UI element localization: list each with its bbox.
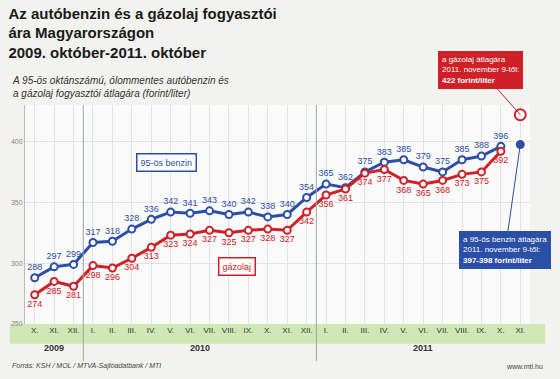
svg-text:350: 350 [11,199,23,206]
svg-text:VIII.: VIII. [222,326,236,335]
svg-text:328: 328 [260,233,275,243]
svg-text:285: 285 [47,286,62,296]
svg-text:318: 318 [105,226,120,236]
svg-text:I.: I. [324,326,328,335]
svg-text:IX.: IX. [243,326,253,335]
svg-text:V.: V. [167,326,174,335]
svg-text:Az autóbenzin és a gázolaj fog: Az autóbenzin és a gázolaj fogyasztóiára… [8,5,276,61]
svg-text:X.: X. [31,326,39,335]
svg-text:379: 379 [416,151,431,161]
svg-text:2010: 2010 [190,343,210,353]
svg-text:356: 356 [319,199,334,209]
svg-text:385: 385 [396,144,411,154]
svg-text:VI.: VI. [185,326,195,335]
svg-text:336: 336 [144,204,159,214]
svg-text:368: 368 [396,185,411,195]
svg-text:328: 328 [124,213,139,223]
svg-text:XII.: XII. [68,326,80,335]
svg-text:327: 327 [280,234,295,244]
svg-text:374: 374 [357,177,372,187]
svg-text:342: 342 [299,216,314,226]
svg-text:361: 361 [338,193,353,203]
svg-text:I.: I. [91,326,95,335]
svg-text:IV.: IV. [147,326,156,335]
svg-text:III.: III. [360,326,369,335]
svg-text:299: 299 [66,249,81,259]
svg-text:377: 377 [377,174,392,184]
svg-text:375: 375 [435,156,450,166]
svg-text:XI.: XI. [515,326,525,335]
svg-text:297: 297 [47,251,62,261]
svg-text:385: 385 [455,144,470,154]
svg-text:304: 304 [124,262,139,272]
svg-text:400: 400 [11,138,23,145]
svg-text:VI.: VI. [418,326,428,335]
svg-text:325: 325 [221,237,236,247]
svg-text:X.: X. [264,326,272,335]
svg-text:288: 288 [27,262,42,272]
svg-text:327: 327 [202,234,217,244]
svg-text:388: 388 [474,140,489,150]
svg-text:IX.: IX. [477,326,487,335]
svg-text:XI.: XI. [282,326,292,335]
svg-text:342: 342 [163,196,178,206]
svg-text:317: 317 [85,227,100,237]
svg-text:A 95-ös oktánszámú, ólommentes: A 95-ös oktánszámú, ólommentes autóbenzi… [12,75,229,99]
svg-text:365: 365 [319,168,334,178]
svg-text:365: 365 [416,188,431,198]
svg-text:368: 368 [435,185,450,195]
svg-text:XI.: XI. [49,326,59,335]
svg-text:375: 375 [357,156,372,166]
svg-text:327: 327 [241,234,256,244]
svg-text:313: 313 [144,251,159,261]
svg-text:354: 354 [299,182,314,192]
svg-text:X.: X. [497,326,505,335]
svg-text:392: 392 [493,155,508,165]
svg-text:VIII.: VIII. [455,326,469,335]
svg-text:a 95-ös benzin átlagára2011. n: a 95-ös benzin átlagára2011. november 9-… [463,235,547,265]
svg-text:V.: V. [400,326,407,335]
svg-text:296: 296 [105,272,120,282]
svg-text:XII.: XII. [301,326,313,335]
svg-text:343: 343 [202,195,217,205]
svg-text:gázolaj: gázolaj [223,262,252,272]
svg-text:274: 274 [27,299,42,309]
svg-text:298: 298 [85,270,100,280]
svg-text:2011: 2011 [413,343,433,353]
svg-text:383: 383 [377,147,392,157]
svg-text:III.: III. [127,326,136,335]
svg-text:2009: 2009 [44,343,64,353]
svg-text:323: 323 [163,239,178,249]
svg-text:324: 324 [183,238,198,248]
svg-text:250: 250 [11,320,23,327]
svg-text:373: 373 [455,178,470,188]
svg-text:95-ös benzin: 95-ös benzin [141,158,193,168]
svg-text:a gázolaj átlagára2011. novemb: a gázolaj átlagára2011. november 9-től:4… [442,55,519,85]
svg-text:VII.: VII. [204,326,216,335]
svg-text:342: 342 [241,196,256,206]
svg-text:281: 281 [66,290,81,300]
svg-text:II.: II. [342,326,349,335]
svg-text:300: 300 [11,260,23,267]
svg-text:396: 396 [493,131,508,141]
svg-text:375: 375 [474,176,489,186]
svg-text:IV.: IV. [380,326,389,335]
svg-text:341: 341 [183,198,198,208]
svg-text:362: 362 [338,172,353,182]
svg-text:Forrás: KSH / MOL / MTVA-Sajtó: Forrás: KSH / MOL / MTVA-Sajtóadatbank /… [12,362,161,370]
svg-text:www.mti.hu: www.mti.hu [506,363,543,370]
svg-text:340: 340 [280,199,295,209]
svg-text:338: 338 [260,201,275,211]
svg-text:340: 340 [221,199,236,209]
svg-text:II.: II. [109,326,116,335]
svg-text:VII.: VII. [437,326,449,335]
